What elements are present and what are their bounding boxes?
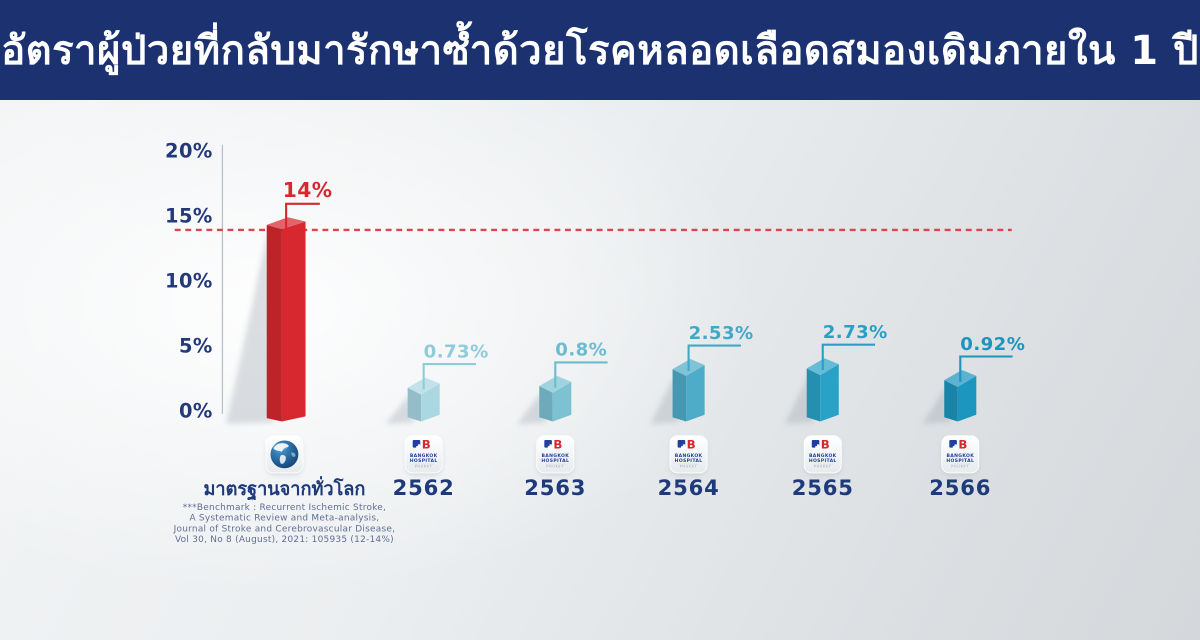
bar-left-face bbox=[672, 369, 687, 422]
logo-text-phuket: PHUKET bbox=[814, 464, 832, 468]
bar-shadow bbox=[517, 392, 546, 424]
bar-front-face bbox=[552, 381, 572, 422]
bar-left-face bbox=[266, 224, 282, 422]
y-tick-label: 15% bbox=[165, 204, 213, 227]
bar-shadow bbox=[922, 386, 951, 424]
logo-text-phuket: PHUKET bbox=[951, 464, 969, 468]
logo-text-phuket: PHUKET bbox=[415, 464, 433, 468]
benchmark-footnote-line: Journal of Stroke and Cerebrovascular Di… bbox=[173, 524, 396, 534]
year-label: 2565 bbox=[792, 475, 854, 500]
value-callout-line bbox=[821, 343, 876, 370]
logo-text-hospital: HOSPITAL bbox=[946, 458, 974, 464]
value-label: 2.73% bbox=[823, 322, 888, 343]
logo-text-hospital: HOSPITAL bbox=[541, 458, 569, 464]
svg-text:B: B bbox=[958, 437, 967, 451]
recurrent-stroke-bar-chart: 20% 15% 10% 5% 0% 14% มาตรฐานจากทั่วโลก ***Benc… bbox=[165, 139, 1025, 545]
value-callout-line bbox=[959, 355, 1013, 382]
y-tick-label: 0% bbox=[179, 399, 213, 422]
y-tick-label: 10% bbox=[165, 269, 213, 292]
bar-front-face bbox=[281, 221, 306, 422]
bar-shadow bbox=[226, 229, 274, 424]
bar-front-face bbox=[686, 364, 705, 422]
logo-text-bangkok: BANGKOK bbox=[809, 453, 837, 459]
page-title: อัตราผู้ป่วยที่กลับมารักษาซ้ำด้วยโรคหลอด… bbox=[1, 28, 1199, 74]
y-tick-label: 5% bbox=[179, 334, 213, 357]
y-tick-label: 20% bbox=[165, 139, 213, 162]
svg-text:B: B bbox=[821, 437, 830, 451]
bar-front-face bbox=[820, 364, 839, 422]
value-callout-line bbox=[285, 202, 320, 230]
year-label: 2564 bbox=[658, 475, 720, 500]
title-banner: อัตราผู้ป่วยที่กลับมารักษาซ้ำด้วยโรคหลอด… bbox=[0, 0, 1200, 100]
year-bar-2565 bbox=[784, 358, 839, 424]
benchmark-bar bbox=[226, 217, 306, 424]
year-bar-2566 bbox=[922, 370, 977, 424]
bar-front-face bbox=[957, 375, 977, 422]
value-callout-line bbox=[687, 344, 741, 371]
year-bar-2564 bbox=[650, 359, 705, 424]
globe-icon bbox=[265, 435, 304, 475]
value-label: 0.8% bbox=[555, 340, 607, 361]
value-callout-line bbox=[554, 361, 608, 388]
benchmark-footnote-line: A Systematic Review and Meta-analysis, bbox=[189, 514, 379, 524]
value-label: 0.92% bbox=[960, 334, 1025, 355]
svg-text:B: B bbox=[687, 437, 696, 451]
logo-text-hospital: HOSPITAL bbox=[675, 458, 703, 464]
year-label: 2562 bbox=[393, 475, 455, 500]
value-callout-line bbox=[422, 363, 476, 390]
value-label: 2.53% bbox=[689, 323, 754, 344]
bar-left-face bbox=[944, 380, 958, 422]
year-label: 2563 bbox=[524, 475, 586, 500]
chart-area: 20% 15% 10% 5% 0% 14% มาตรฐานจากทั่วโลก ***Benc… bbox=[0, 100, 1200, 640]
benchmark-category-label: มาตรฐานจากทั่วโลก bbox=[203, 476, 365, 501]
benchmark-footnote-line: ***Benchmark : Recurrent Ischemic Stroke… bbox=[183, 503, 386, 513]
bar-shadow bbox=[650, 375, 680, 424]
logo-text-hospital: HOSPITAL bbox=[809, 458, 837, 464]
logo-text-bangkok: BANGKOK bbox=[541, 453, 569, 459]
logo-text-bangkok: BANGKOK bbox=[675, 453, 703, 459]
bar-front-face bbox=[421, 383, 440, 422]
logo-text-bangkok: BANGKOK bbox=[410, 453, 438, 459]
bar-shadow bbox=[784, 375, 814, 424]
benchmark-footnote-line: Vol 30, No 8 (August), 2021: 105935 (12-… bbox=[175, 535, 394, 545]
bar-left-face bbox=[539, 386, 553, 422]
value-label: 14% bbox=[283, 178, 333, 202]
logo-text-phuket: PHUKET bbox=[546, 464, 564, 468]
bar-left-face bbox=[806, 368, 821, 422]
logo-text-hospital: HOSPITAL bbox=[410, 458, 438, 464]
year-label: 2566 bbox=[929, 475, 991, 500]
value-label: 0.73% bbox=[424, 341, 489, 362]
logo-text-phuket: PHUKET bbox=[680, 464, 698, 468]
svg-text:B: B bbox=[422, 437, 431, 451]
year-bar-2563 bbox=[517, 375, 572, 424]
year-bar-2562 bbox=[385, 377, 440, 424]
bar-left-face bbox=[407, 387, 422, 422]
logo-text-bangkok: BANGKOK bbox=[946, 453, 974, 459]
bar-shadow bbox=[385, 394, 415, 424]
svg-text:B: B bbox=[553, 437, 562, 451]
